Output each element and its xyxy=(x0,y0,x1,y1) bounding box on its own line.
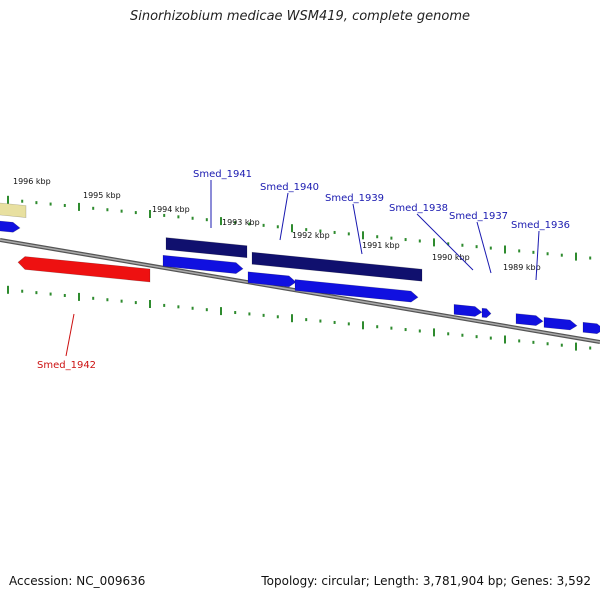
gene-label: Smed_1941 xyxy=(193,169,252,180)
gene-label: Smed_1939 xyxy=(325,193,384,204)
gene-label: Smed_1938 xyxy=(389,203,448,214)
gene-arrow-forward xyxy=(481,307,492,318)
gene-arrow-forward xyxy=(543,317,578,331)
scale-label: 1990 kbp xyxy=(432,253,470,262)
gene-arrow-forward xyxy=(162,254,244,274)
scale-label: 1994 kbp xyxy=(152,205,190,214)
gene-label: Smed_1937 xyxy=(449,211,508,222)
gene-arrow-forward xyxy=(582,321,600,335)
gene-label-leader-line xyxy=(279,192,289,241)
scale-label: 1991 kbp xyxy=(362,241,400,250)
gene-arrow-forward xyxy=(294,279,419,303)
accession-text: Accession: NC_009636 xyxy=(9,574,146,588)
scale-label: 1992 kbp xyxy=(292,231,330,240)
gene-arrow-forward xyxy=(453,304,483,317)
gene-arrow-forward xyxy=(247,271,297,288)
gene-cds-bar xyxy=(251,251,423,282)
gene-arrow-highlighted xyxy=(17,256,151,283)
gene-label-leader-line xyxy=(352,203,363,255)
gene-label-leader-line xyxy=(476,221,492,274)
scale-label: 1989 kbp xyxy=(503,263,541,272)
gene-label: Smed_1942 xyxy=(37,360,96,371)
gene-arrow-forward xyxy=(0,220,21,233)
gene-cds-bar xyxy=(165,237,248,259)
genome-summary-text: Topology: circular; Length: 3,781,904 bp… xyxy=(261,574,591,588)
gene-label: Smed_1940 xyxy=(260,182,319,193)
scale-label: 1996 kbp xyxy=(13,177,51,186)
gene-label-leader-line xyxy=(535,230,540,281)
gene-arrow-forward xyxy=(515,313,544,326)
genome-title: Sinorhizobium medicae WSM419, complete g… xyxy=(129,9,471,24)
gene-label: Smed_1936 xyxy=(511,220,570,231)
scale-label: 1995 kbp xyxy=(83,191,121,200)
gene-label-leader-line xyxy=(65,313,75,357)
gene-arrow-other xyxy=(0,202,27,218)
gene-label-leader-line xyxy=(416,213,474,271)
scale-label: 1993 kbp xyxy=(222,218,260,227)
